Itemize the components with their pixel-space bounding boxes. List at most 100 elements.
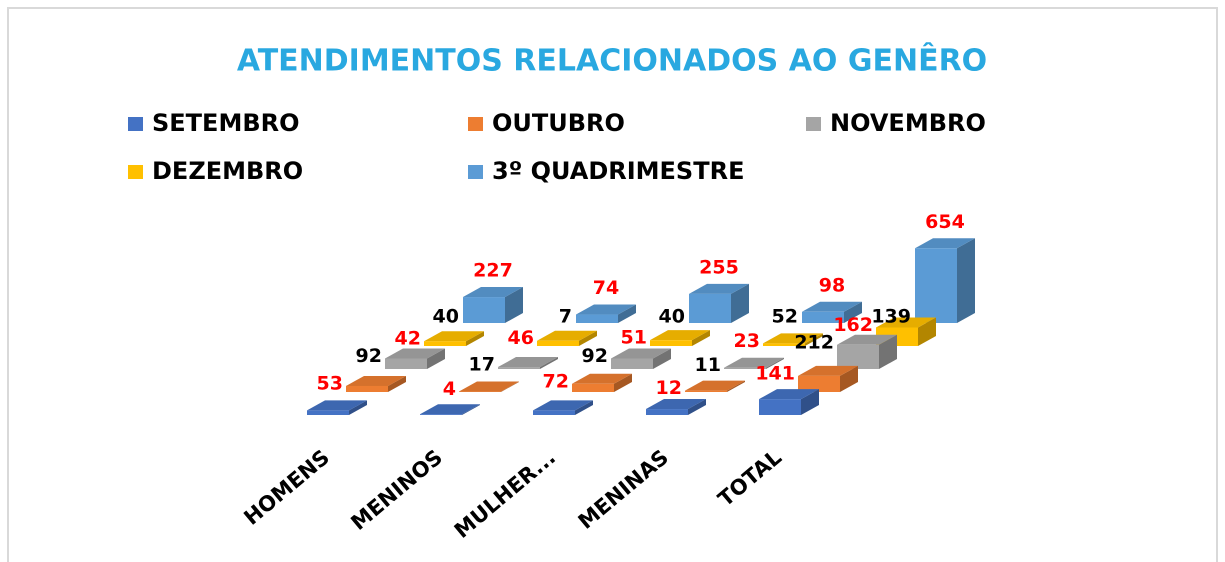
bar	[611, 348, 671, 369]
bar-front	[611, 358, 653, 369]
bar-top	[537, 330, 597, 341]
bar-front	[498, 367, 540, 369]
bar	[802, 301, 862, 323]
bar-side	[688, 399, 706, 415]
bar-side	[879, 334, 897, 369]
bar-top	[611, 348, 671, 359]
bar	[424, 331, 484, 346]
bar-top	[533, 400, 593, 411]
bar-side	[727, 380, 745, 392]
legend-label: 3º QUADRIMESTRE	[492, 157, 744, 185]
bar-front	[685, 390, 727, 392]
bar	[689, 283, 749, 323]
bar-side	[579, 330, 597, 346]
bar-top	[572, 373, 632, 384]
data-label: 40	[659, 306, 685, 328]
bar-side	[692, 330, 710, 346]
legend-swatch	[806, 117, 821, 131]
bar-front	[915, 248, 957, 323]
bar	[498, 357, 558, 369]
bar-front	[837, 344, 879, 369]
bar-front	[420, 414, 462, 415]
bar-front	[346, 385, 388, 392]
bar-top	[759, 389, 819, 400]
data-label: 40	[433, 306, 459, 328]
bar-side	[653, 348, 671, 369]
bar-side	[840, 365, 858, 392]
data-label: 42	[395, 328, 421, 350]
bar-front	[385, 358, 427, 369]
bar-top	[346, 375, 406, 386]
bar-front	[646, 409, 688, 415]
data-label: 162	[833, 314, 873, 336]
bar-front	[424, 341, 466, 346]
bar	[759, 389, 819, 415]
bar	[537, 330, 597, 346]
bar-front	[650, 340, 692, 346]
data-label: 139	[871, 306, 911, 328]
data-label: 227	[473, 260, 513, 282]
bar-side	[349, 400, 367, 415]
bar	[533, 400, 593, 415]
bar-side	[501, 381, 519, 392]
bar-front	[759, 399, 801, 415]
legend-label: DEZEMBRO	[152, 157, 303, 185]
data-label: 92	[356, 345, 382, 367]
chart-title: ATENDIMENTOS RELACIONADOS AO GENÊRO	[237, 43, 987, 79]
bar	[385, 348, 445, 369]
bar	[307, 400, 367, 415]
bar	[724, 357, 784, 369]
legend-swatch	[128, 165, 143, 179]
bar-top	[463, 287, 523, 298]
bar-side	[801, 389, 819, 415]
bar	[685, 380, 745, 392]
data-label: 98	[819, 274, 845, 296]
bar	[463, 287, 523, 323]
bar-side	[844, 301, 862, 323]
bar-top	[763, 333, 823, 344]
legend-swatch	[128, 117, 143, 131]
bar	[576, 304, 636, 323]
bar-front	[572, 383, 614, 392]
bar-side	[427, 348, 445, 369]
bar-top	[576, 304, 636, 315]
data-label: 212	[794, 331, 834, 353]
bar-top	[650, 330, 710, 341]
legend-label: OUTUBRO	[492, 109, 625, 137]
bar-top	[798, 365, 858, 376]
bar-top	[802, 301, 862, 312]
bar-side	[575, 400, 593, 415]
legend-label: SETEMBRO	[152, 109, 300, 137]
bar-front	[537, 340, 579, 346]
bar-front	[802, 311, 844, 323]
bar-top	[459, 381, 519, 392]
bar-top	[646, 399, 706, 410]
bar-front	[724, 367, 766, 369]
legend-swatch	[468, 165, 483, 179]
bar-front	[307, 410, 349, 415]
data-label: 92	[582, 345, 608, 367]
bar	[346, 375, 406, 392]
data-label: 53	[317, 372, 343, 394]
data-label: 72	[543, 370, 569, 392]
bar-side	[918, 317, 936, 346]
bar-top	[837, 334, 897, 345]
bar	[572, 373, 632, 392]
bar-top	[424, 331, 484, 342]
bar	[798, 365, 858, 392]
bar	[420, 404, 480, 415]
bar-side	[466, 331, 484, 346]
bar-front	[763, 343, 805, 346]
bar-top	[307, 400, 367, 411]
data-label: 654	[925, 211, 965, 233]
bar-side	[388, 375, 406, 392]
bar	[837, 334, 897, 369]
data-label: 4	[443, 378, 456, 400]
bar-side	[540, 357, 558, 369]
data-label: 17	[469, 354, 495, 376]
bar-top	[385, 348, 445, 359]
bar-side	[462, 404, 480, 415]
chart-frame	[7, 7, 1218, 562]
bar-top	[689, 283, 749, 294]
